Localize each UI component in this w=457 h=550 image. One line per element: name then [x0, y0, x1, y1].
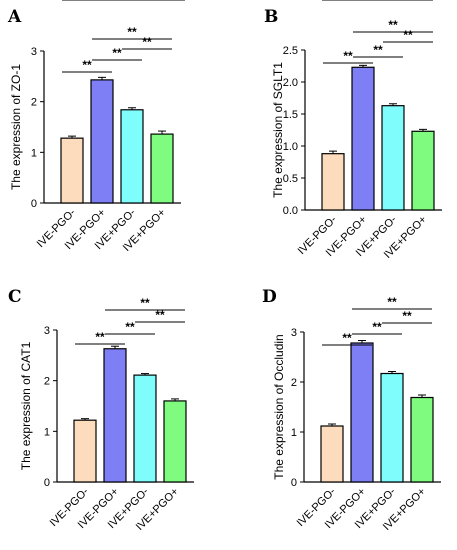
y-tick-label: 1.5	[283, 109, 298, 121]
y-tick-label: 2	[291, 377, 297, 389]
y-tick-label: 1	[291, 427, 297, 439]
bar	[320, 425, 344, 483]
significance-label: **	[125, 320, 135, 334]
y-tick-label: 1.0	[283, 141, 298, 153]
y-tick-label: 2	[44, 376, 50, 388]
significance-label: **	[403, 28, 413, 42]
panel-letter: C	[8, 287, 22, 307]
bar	[150, 133, 174, 204]
y-axis-label: The expression of CAT1	[19, 341, 33, 470]
panel-letter: A	[7, 7, 22, 27]
significance-label: **	[155, 308, 165, 322]
bar	[350, 342, 374, 483]
panel-letter: D	[262, 287, 277, 307]
bar	[380, 372, 404, 483]
bar	[321, 153, 345, 211]
chart-panel-b: B 0.0 0.5 1.0 1.5 2.0 2.5 The expression of SGL…	[264, 0, 442, 261]
bar	[133, 374, 157, 483]
significance-label: **	[372, 320, 382, 334]
y-tick-label: 2.0	[283, 77, 298, 89]
significance-label: **	[95, 330, 105, 344]
significance-label: **	[388, 18, 398, 32]
significance-label: **	[387, 295, 397, 309]
bar	[73, 419, 97, 483]
y-tick-label: 1	[44, 426, 50, 438]
significance-label: **	[142, 35, 152, 49]
significance-label: **	[127, 25, 137, 39]
significance-label: **	[342, 331, 352, 345]
significance-label: **	[140, 296, 150, 310]
y-axis-label: The expression of Occludin	[272, 334, 286, 479]
y-tick-label: 3	[291, 327, 297, 339]
bar	[351, 66, 375, 211]
bar	[103, 348, 127, 483]
y-tick-label: 2.5	[283, 45, 298, 57]
bar	[120, 109, 144, 204]
bar	[411, 130, 435, 211]
y-tick-label: 2	[31, 97, 37, 109]
significance-label: **	[373, 0, 383, 3]
significance-label: **	[82, 58, 92, 72]
y-tick-label: 3	[44, 325, 50, 337]
y-tick-label: 0	[291, 477, 297, 489]
significance-label: **	[125, 0, 135, 3]
significance-label: **	[372, 0, 382, 3]
bar	[90, 79, 114, 204]
significance-label: **	[112, 46, 122, 60]
bar	[410, 396, 434, 483]
panel-letter: B	[264, 7, 278, 27]
significance-label: **	[343, 49, 353, 63]
significance-label: **	[112, 0, 122, 3]
bar	[163, 400, 187, 483]
y-tick-label: 0.0	[283, 205, 298, 217]
y-tick-label: 0	[31, 198, 37, 210]
bar	[60, 137, 84, 204]
y-axis-label: The expression of SGLT1	[271, 62, 285, 198]
significance-label: **	[402, 309, 412, 323]
y-tick-label: 3	[31, 46, 37, 58]
y-tick-label: 1	[31, 147, 37, 159]
y-tick-label: 0.5	[283, 173, 298, 185]
y-tick-label: 0	[44, 477, 50, 489]
bar	[381, 105, 405, 211]
y-axis-label: The expression of ZO-1	[9, 64, 23, 190]
significance-label: **	[373, 43, 383, 57]
